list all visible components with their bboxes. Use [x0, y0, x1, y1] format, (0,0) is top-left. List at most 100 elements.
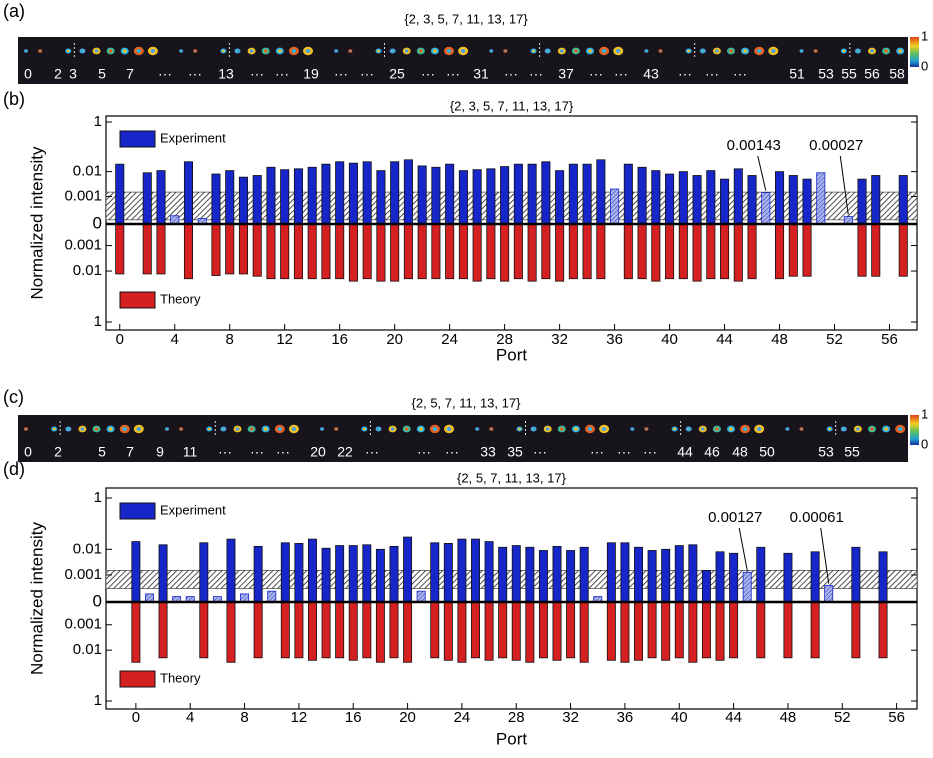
spot-core — [95, 49, 99, 52]
spot-core — [39, 50, 41, 52]
spot-core — [673, 428, 676, 430]
experiment-bar — [226, 171, 234, 224]
theory-bar — [116, 224, 124, 274]
port-label: ··· — [276, 444, 290, 460]
experiment-bar — [553, 546, 561, 602]
theory-bar — [499, 602, 507, 658]
spot-core — [25, 428, 27, 430]
experiment-bar — [349, 546, 357, 602]
spot-core — [236, 50, 239, 52]
theory-bar — [652, 224, 660, 281]
theory-bar — [471, 602, 479, 658]
port-label: 44 — [677, 444, 693, 460]
experiment-bar — [349, 163, 357, 224]
theory-bar — [267, 224, 275, 279]
port-label: 46 — [704, 444, 720, 460]
port-label: ··· — [250, 66, 264, 82]
spot-core — [898, 427, 903, 431]
annotation-arrow — [758, 156, 766, 191]
experiment-bar — [748, 175, 756, 224]
theory-bar — [446, 224, 454, 279]
theory-bar — [542, 224, 550, 279]
theory-bar — [281, 602, 289, 658]
port-label: 25 — [389, 66, 405, 82]
x-tick-label: 8 — [226, 331, 234, 348]
legend-label: Experiment — [160, 502, 226, 517]
experiment-bar — [458, 539, 466, 602]
port-label: 22 — [337, 444, 353, 460]
experiment-bar — [200, 543, 208, 602]
theory-bar — [404, 224, 412, 279]
colorbar — [910, 37, 919, 67]
experiment-bar — [376, 549, 384, 602]
y-tick-label: 0.01 — [73, 163, 102, 180]
spot-core — [433, 427, 438, 431]
y-tick-label: 0.01 — [73, 540, 102, 557]
port-label: 51 — [789, 66, 805, 82]
spot-core — [588, 427, 593, 431]
experiment-bar — [239, 177, 247, 224]
colorbar-label: 0 — [921, 436, 928, 451]
experiment-bar — [322, 548, 330, 602]
experiment-bar — [825, 586, 833, 602]
spot-core — [109, 427, 113, 430]
experiment-bar — [143, 173, 151, 224]
port-label: 56 — [864, 66, 880, 82]
theory-bar — [391, 224, 399, 281]
port-label: ··· — [529, 66, 543, 82]
port-label: 48 — [732, 444, 748, 460]
port-label: 53 — [818, 444, 834, 460]
chart-title: {2, 5, 7, 11, 13, 17} — [457, 470, 567, 485]
theory-bar — [294, 224, 302, 279]
spot-core — [137, 427, 142, 431]
x-tick-label: 16 — [345, 709, 362, 726]
theory-bar — [363, 224, 371, 279]
theory-bar — [212, 224, 220, 276]
experiment-bar — [444, 543, 452, 602]
spot-core — [67, 428, 70, 430]
experiment-bar — [597, 160, 605, 224]
experiment-bar — [899, 175, 907, 224]
experiment-bar — [610, 189, 618, 224]
x-tick-label: 0 — [116, 331, 124, 348]
spot-core — [701, 427, 705, 430]
port-label: ··· — [417, 444, 431, 460]
x-tick-label: 20 — [386, 331, 403, 348]
experiment-bar — [569, 164, 577, 224]
annotation: 0.00127 — [708, 509, 762, 526]
image-strip — [18, 37, 908, 84]
experiment-bar — [852, 547, 860, 602]
experiment-bar — [268, 591, 276, 602]
theory-bar — [852, 602, 860, 658]
x-axis-label: Port — [496, 345, 527, 364]
theory-bar — [879, 602, 887, 658]
port-label: ··· — [643, 444, 657, 460]
x-tick-label: 32 — [562, 709, 579, 726]
theory-bar — [702, 602, 710, 658]
theory-bar — [487, 224, 495, 279]
experiment-bar — [212, 174, 220, 224]
experiment-bar — [621, 543, 629, 602]
experiment-bar — [295, 543, 303, 602]
spot-core — [884, 427, 888, 430]
theory-bar — [512, 602, 520, 660]
y-tick-label: 1 — [94, 692, 102, 709]
chart-title: {2, 3, 5, 7, 11, 13, 17} — [450, 98, 574, 113]
spot-core — [631, 428, 633, 430]
experiment-bar — [267, 167, 275, 224]
port-label: 11 — [183, 444, 198, 460]
theory-bar — [665, 224, 673, 279]
theory-bar — [132, 602, 140, 662]
y-tick-label: 0.001 — [64, 616, 102, 633]
theory-bar — [184, 224, 192, 279]
experiment-bar — [336, 546, 344, 602]
theory-bar — [784, 602, 792, 658]
theory-bar — [485, 602, 493, 660]
spot-core — [335, 50, 337, 52]
port-label: 55 — [841, 66, 857, 82]
theory-bar — [775, 224, 783, 279]
theory-bar — [555, 224, 563, 281]
theory-bar — [501, 224, 509, 281]
experiment-bar — [390, 546, 398, 602]
spot-core — [405, 49, 409, 52]
